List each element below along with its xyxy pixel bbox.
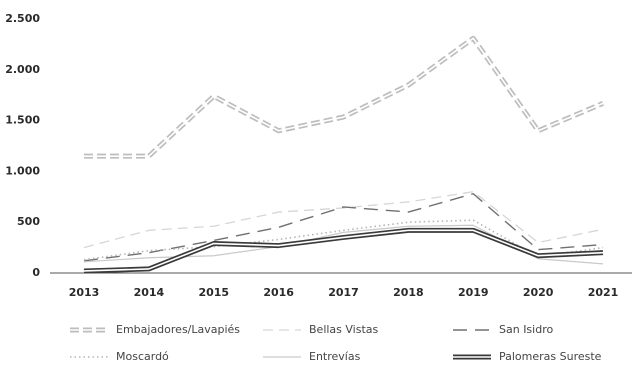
legend-label: Embajadores/Lavapiés: [116, 323, 240, 336]
x-tick-label: 2014: [134, 286, 165, 299]
series-line: [83, 193, 604, 262]
series-line: [84, 35, 604, 159]
series-line: [84, 37, 604, 157]
x-tick-label: 2021: [588, 286, 619, 299]
series-line: [83, 191, 604, 249]
y-tick-label: 0: [32, 266, 40, 279]
x-tick-label: 2015: [198, 286, 229, 299]
legend-label: Palomeras Sureste: [499, 350, 602, 363]
legend-label: Entrevías: [309, 350, 361, 363]
x-tick-label: 2017: [328, 286, 359, 299]
y-tick-label: 1.000: [5, 164, 40, 177]
series-line: [83, 229, 604, 272]
x-tick-label: 2020: [523, 286, 554, 299]
x-tick-label: 2019: [458, 286, 489, 299]
legend-label: Bellas Vistas: [309, 323, 379, 336]
legend-label: San Isidro: [499, 323, 553, 336]
y-tick-label: 500: [17, 215, 40, 228]
x-tick-label: 2013: [69, 286, 100, 299]
y-tick-label: 2.500: [5, 12, 40, 25]
x-tick-label: 2018: [393, 286, 424, 299]
y-tick-label: 1.500: [5, 114, 40, 127]
x-tick-label: 2016: [263, 286, 294, 299]
y-tick-label: 2.000: [5, 63, 40, 76]
series-line: [83, 219, 604, 261]
legend-label: Moscardó: [116, 350, 169, 363]
